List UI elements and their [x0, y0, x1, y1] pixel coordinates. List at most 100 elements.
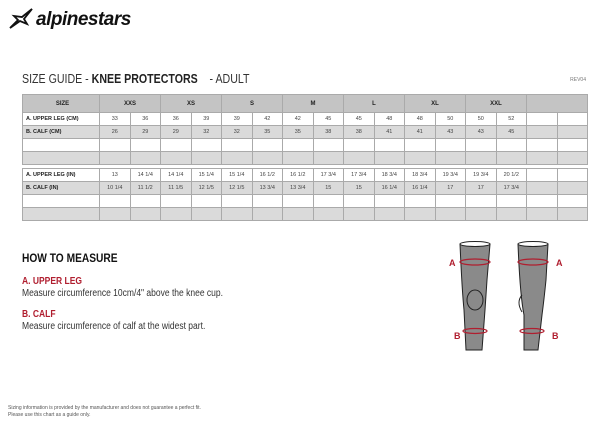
table-cell: 29 [129, 125, 161, 139]
size-header-cell: XS [160, 94, 222, 113]
table-cell: 36 [160, 112, 192, 126]
table-cell: 32 [190, 125, 222, 139]
star-logo-icon [9, 8, 33, 29]
size-table: SIZE XXS XS S M L XL XXL A. UPPER LEG (CM) 33 36… [22, 94, 588, 221]
size-header-cell: XXS [99, 94, 161, 113]
table-cell [556, 125, 588, 139]
table-cell [556, 151, 588, 165]
table-cell [465, 194, 497, 208]
row-label: A. UPPER LEG (IN) [22, 168, 100, 182]
table-cell: 35 [282, 125, 314, 139]
table-cell: 43 [465, 125, 497, 139]
table-cell [221, 138, 253, 152]
table-cell [312, 207, 344, 221]
table-cell: 18 3/4 [373, 168, 405, 182]
table-cell [495, 138, 527, 152]
table-cell: 48 [373, 112, 405, 126]
table-cell [373, 138, 405, 152]
title-suffix: - ADULT [209, 72, 250, 86]
table-cell [404, 138, 436, 152]
table-cell: 11 1/2 [129, 181, 161, 195]
size-header-row: SIZE XXS XS S M L XL XXL [22, 94, 588, 113]
size-header-cell: L [343, 94, 405, 113]
table-cell: 15 [343, 181, 375, 195]
table-cell: 16 1/4 [404, 181, 436, 195]
size-header-cell [526, 94, 588, 113]
disclaimer: Sizing information is provided by the ma… [8, 405, 201, 419]
table-cell [373, 207, 405, 221]
marker-b-side: B [552, 331, 559, 341]
table-cell [251, 151, 283, 165]
table-cell [556, 181, 588, 195]
size-header-cell: XXL [465, 94, 527, 113]
table-cell: 12 1/5 [190, 181, 222, 195]
table-cell [343, 207, 375, 221]
table-cell [526, 125, 558, 139]
table-cell [556, 112, 588, 126]
table-cell: 13 3/4 [282, 181, 314, 195]
table-cell: 52 [495, 112, 527, 126]
row-spacer [22, 164, 588, 169]
table-cell [434, 194, 466, 208]
table-cell [312, 194, 344, 208]
table-cell [404, 207, 436, 221]
table-cell [404, 151, 436, 165]
table-cell [373, 194, 405, 208]
table-cell: 38 [312, 125, 344, 139]
table-cell: 15 [312, 181, 344, 195]
title-prefix: SIZE GUIDE - [22, 72, 92, 86]
row-label: A. UPPER LEG (CM) [22, 112, 100, 126]
table-cell [190, 194, 222, 208]
upper-leg-title: A. UPPER LEG [22, 276, 82, 287]
calf-title: B. CALF [22, 309, 56, 320]
table-cell [251, 194, 283, 208]
table-cell: 45 [495, 125, 527, 139]
row-label [22, 151, 100, 165]
table-cell: 45 [312, 112, 344, 126]
table-cell [526, 168, 558, 182]
table-cell: 41 [373, 125, 405, 139]
table-cell [99, 194, 131, 208]
table-cell [282, 194, 314, 208]
table-cell: 41 [404, 125, 436, 139]
table-cell [221, 151, 253, 165]
table-cell: 13 3/4 [251, 181, 283, 195]
table-cell [465, 151, 497, 165]
table-cell [526, 194, 558, 208]
table-cell: 50 [434, 112, 466, 126]
table-cell [282, 151, 314, 165]
table-cell [312, 138, 344, 152]
table-cell: 19 3/4 [434, 168, 466, 182]
table-cell [221, 194, 253, 208]
table-cell [465, 207, 497, 221]
table-cell: 26 [99, 125, 131, 139]
table-cell: 13 [99, 168, 131, 182]
table-row [22, 207, 588, 221]
table-cell [495, 207, 527, 221]
table-cell [495, 194, 527, 208]
row-label [22, 194, 100, 208]
table-cell: 39 [190, 112, 222, 126]
table-cell: 10 1/4 [99, 181, 131, 195]
table-cell: 17 [465, 181, 497, 195]
page-title: SIZE GUIDE - KNEE PROTECTORS - ADULT [22, 72, 250, 86]
table-cell: 20 1/2 [495, 168, 527, 182]
table-cell: 17 3/4 [343, 168, 375, 182]
marker-b-front: B [454, 331, 461, 341]
table-cell [129, 194, 161, 208]
table-cell: 15 1/4 [190, 168, 222, 182]
table-row [22, 138, 588, 152]
table-cell: 19 3/4 [465, 168, 497, 182]
table-cell [190, 151, 222, 165]
table-row [22, 151, 588, 165]
table-cell: 15 1/4 [221, 168, 253, 182]
table-cell [251, 207, 283, 221]
table-cell: 50 [465, 112, 497, 126]
table-cell [556, 138, 588, 152]
upper-leg-description: Measure circumference 10cm/4" above the … [22, 288, 223, 299]
table-cell [160, 151, 192, 165]
knee-protector-illustration: A B A B [449, 241, 563, 351]
side-leg [517, 241, 549, 351]
front-leg [459, 241, 491, 351]
table-cell [282, 138, 314, 152]
